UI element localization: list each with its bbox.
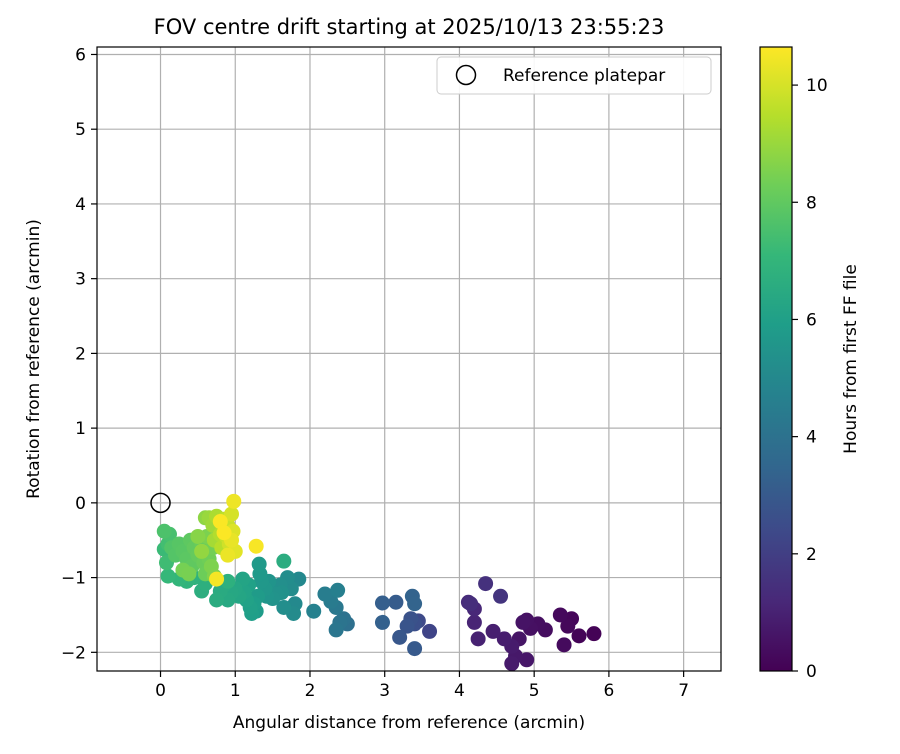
data-point [330,582,346,598]
data-point [317,586,333,602]
data-point [388,594,404,610]
colorbar-tick-label: 2 [806,545,817,565]
colorbar-tick-label: 6 [806,310,817,330]
data-point [181,566,197,582]
data-point [504,656,520,672]
colorbar-tick-label: 10 [806,76,828,96]
y-tick-label: −2 [61,643,86,663]
data-point [209,592,225,608]
data-point [276,599,292,615]
colorbar-tick-label: 8 [806,193,817,213]
data-point [407,596,423,612]
y-tick-label: 4 [75,195,86,215]
legend-open-circle-icon [455,64,477,86]
data-point [463,596,479,612]
legend-box [436,56,712,95]
data-point [399,618,415,634]
x-tick-label: 5 [529,681,540,701]
data-point [374,595,390,611]
data-point [422,623,438,639]
data-point [560,618,576,634]
x-tick-label: 2 [305,681,316,701]
data-point [216,525,232,541]
y-tick-label: −1 [61,569,86,589]
data-point [251,556,267,572]
x-tick-label: 0 [155,681,166,701]
reference-platepar-marker [150,492,171,514]
data-point [478,576,494,592]
x-tick-label: 6 [603,681,614,701]
data-point [466,614,482,630]
colorbar-ticks: 0 2 4 6 8 10 [792,76,828,682]
data-point [552,607,568,623]
data-point [224,506,240,522]
y-tick-label: 6 [75,45,86,65]
colorbar-tick-label: 0 [806,662,817,682]
data-point [485,623,501,639]
y-tick-label: 0 [75,494,86,514]
plot-frame [96,46,722,672]
colorbar-label: Hours from first FF file [841,264,861,454]
data-point [328,622,344,638]
data-point [306,603,322,619]
data-point [194,543,210,559]
colorbar [759,46,793,672]
x-axis-label: Angular distance from reference (arcmin) [233,713,585,733]
scatter-points [156,493,602,672]
y-axis-ticks: −2 −1 0 1 2 3 4 5 6 [61,45,97,663]
x-tick-label: 4 [454,681,465,701]
chart-title: FOV centre drift starting at 2025/10/13 … [154,15,665,39]
legend: Reference platepar [436,56,712,95]
data-point [571,628,587,644]
y-tick-label: 5 [75,120,86,140]
x-axis-ticks: 0 1 2 3 4 5 6 7 [155,671,689,701]
y-tick-label: 2 [75,344,86,364]
data-point [586,626,602,642]
plot-grid [97,47,721,671]
data-point [248,538,264,554]
data-point [190,528,206,544]
y-axis-label: Rotation from reference (arcmin) [24,219,44,499]
legend-label-reference-platepar: Reference platepar [503,66,665,86]
data-point [392,629,408,645]
data-point [374,614,390,630]
data-point [496,631,512,647]
data-point [156,523,172,539]
data-point [556,637,572,653]
data-point [493,588,509,604]
colorbar-tick-label: 4 [806,428,817,448]
data-point [220,573,236,589]
data-point [220,547,236,563]
data-point [470,631,486,647]
data-point [276,553,292,569]
data-point [515,614,531,630]
y-tick-label: 3 [75,270,86,290]
data-point [407,641,423,657]
x-tick-label: 7 [678,681,689,701]
data-point [160,568,176,584]
data-point [226,493,242,509]
y-tick-label: 1 [75,419,86,439]
x-tick-label: 1 [230,681,241,701]
x-tick-label: 3 [379,681,390,701]
data-point [209,571,225,587]
